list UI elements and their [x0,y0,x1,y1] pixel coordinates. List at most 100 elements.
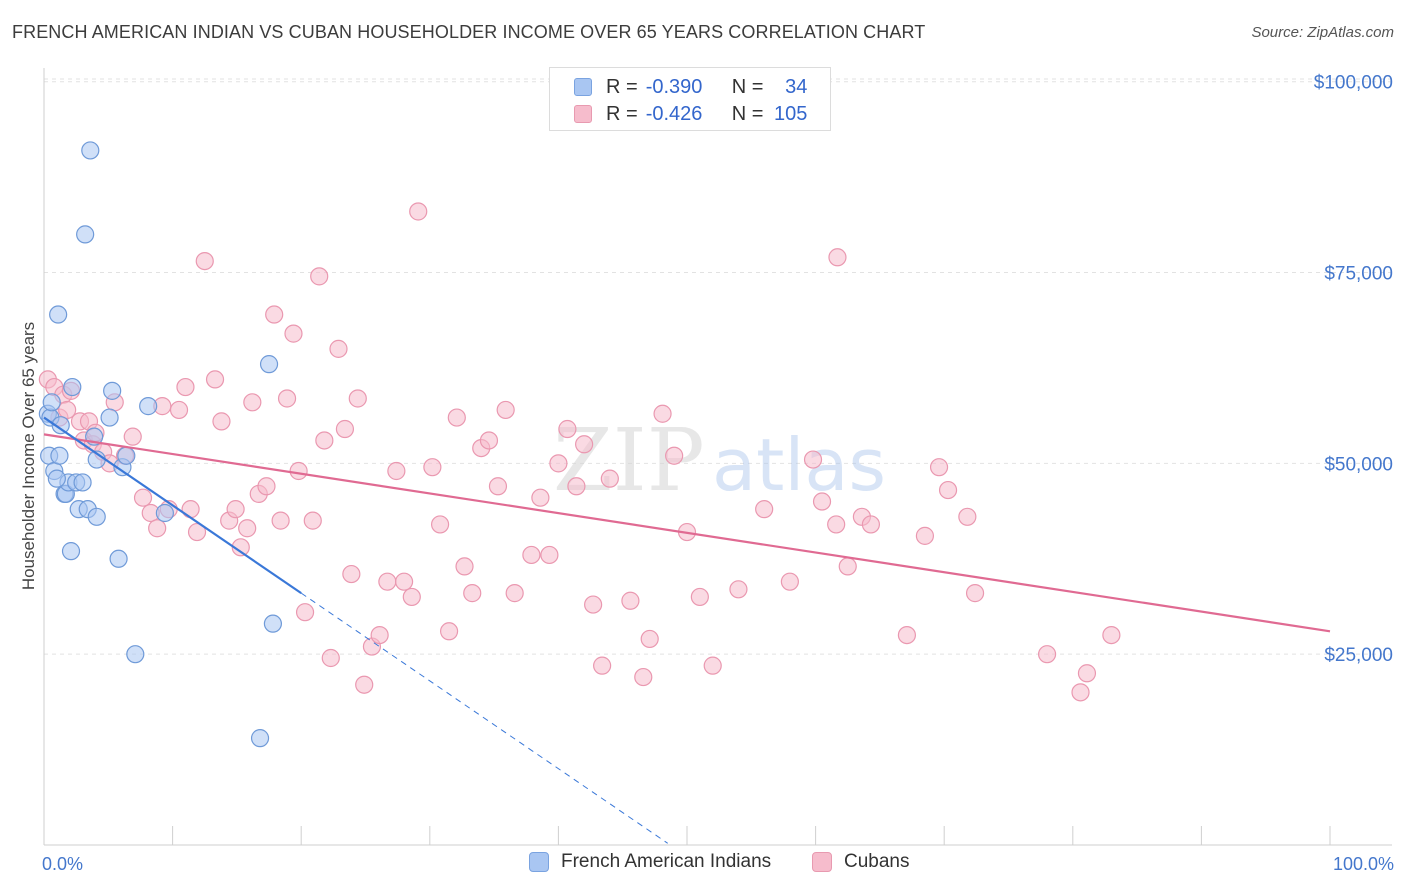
point-cuban [488,477,508,496]
point-cuban [348,389,367,408]
point-cuban [558,419,577,439]
point-cuban [584,595,603,614]
point-cuban [169,400,189,420]
point-cuban [394,572,414,591]
point-cuban [827,515,846,534]
point-cuban [387,461,406,481]
grid-layer [44,78,1392,655]
point-cuban [402,587,421,607]
legend-r-value-french: -0.390 [645,75,703,98]
y-tick-label: $75,000 [1324,264,1393,285]
chart-title: FRENCH AMERICAN INDIAN VS CUBAN HOUSEHOL… [12,22,926,42]
point-cuban [915,526,935,545]
point-cuban [238,519,257,538]
point-cuban [176,377,195,397]
point-cuban [289,461,308,481]
point-cuban [1102,626,1121,645]
point-cuban [123,427,142,446]
point-cuban [575,435,594,454]
point-cuban [181,500,200,519]
point-cuban [958,507,977,526]
legend-r-label: R = [606,102,638,125]
watermark-atlas: atlas [712,423,886,507]
point-french-american-indian [42,393,61,412]
y-tick-label: $50,000 [1324,454,1393,475]
point-cuban [1077,664,1097,683]
x-tick-label-min: 0.0% [42,854,83,874]
zipatlas-watermark: ZIP atlas [553,411,886,511]
point-cuban [621,591,640,610]
point-cuban [690,587,709,607]
point-cuban [133,488,153,507]
series-legend-french[interactable]: French American Indians [529,851,771,873]
point-cuban [549,454,568,473]
point-cuban [463,584,482,603]
point-french-american-indian [61,542,81,561]
point-cuban [205,370,225,389]
point-cuban [303,511,322,530]
point-cuban [938,480,958,500]
trend-line-french-extension [300,592,668,844]
point-cuban [439,622,459,641]
point-cuban [271,511,290,530]
point-cuban [310,267,329,286]
point-cuban [505,584,524,603]
point-cuban [828,248,847,267]
point-cuban [342,564,361,584]
point-cuban [447,408,466,427]
point-french-american-indian [103,381,122,400]
point-cuban [378,572,397,591]
series-swatch-french [529,852,549,872]
point-french-american-indian [126,645,145,664]
point-cuban [600,469,619,488]
point-cuban [640,629,659,649]
legend-row-cubans: R = -0.426 N = 105 [574,100,807,128]
point-cuban [812,492,832,511]
y-tick-label: $100,000 [1314,73,1393,94]
point-cuban [226,500,245,519]
point-cuban [187,522,207,542]
point-cuban [496,400,515,420]
point-cuban [703,656,722,675]
point-cuban [148,519,167,538]
point-cuban [653,404,672,423]
point-cuban [634,667,653,687]
point-cuban [861,515,880,534]
point-cuban [243,393,262,412]
legend-r-value-cubans: -0.426 [645,102,703,125]
point-cuban [295,603,315,622]
x-tick-label-max: 100.0% [1333,854,1394,874]
legend-n-label: N = [731,102,764,125]
point-cuban [315,431,334,450]
legend-n-label: N = [731,75,764,98]
point-cuban [1071,683,1090,702]
point-cuban [195,251,214,271]
point-cuban [409,202,428,221]
point-cuban [540,545,559,565]
point-cuban [455,557,474,576]
series-legend-cubans[interactable]: Cubans [812,851,910,873]
point-cuban [522,545,541,565]
point-french-american-indian [155,503,174,523]
point-cuban [897,626,917,645]
point-french-american-indian [50,446,69,465]
point-french-american-indian [117,446,136,465]
point-french-american-indian [73,473,92,492]
series-label-french: French American Indians [561,851,772,872]
point-cuban [321,648,340,668]
trend-line-cubans [43,433,1331,633]
point-french-american-indian [51,416,70,435]
point-french-american-indian [139,397,158,416]
series-legend: French American Indians Cubans [0,851,1406,879]
series-label-cubans: Cubans [844,851,910,872]
point-french-american-indian [81,141,100,160]
points-layer [38,141,1121,748]
point-french-american-indian [49,305,68,324]
legend-n-value-french: 34 [785,75,808,98]
point-french-american-indian [76,225,95,244]
point-french-american-indian [47,469,66,488]
legend-swatch-french [574,78,592,96]
point-cuban [370,626,389,645]
point-cuban [284,324,303,343]
